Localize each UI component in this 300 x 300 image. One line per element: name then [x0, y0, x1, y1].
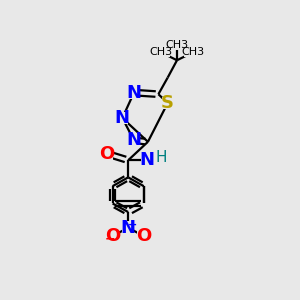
Text: −: − [105, 232, 116, 245]
Text: N: N [127, 84, 142, 102]
Text: N: N [139, 151, 154, 169]
Text: H: H [156, 150, 167, 165]
FancyBboxPatch shape [168, 40, 186, 50]
Text: CH3: CH3 [165, 40, 189, 50]
FancyBboxPatch shape [128, 134, 140, 147]
Text: N: N [115, 109, 130, 127]
FancyBboxPatch shape [116, 112, 128, 124]
Text: O: O [136, 227, 151, 245]
Text: +: + [128, 220, 137, 230]
Text: S: S [161, 94, 174, 112]
Text: O: O [105, 227, 121, 245]
Text: CH3: CH3 [182, 47, 205, 57]
FancyBboxPatch shape [122, 221, 134, 234]
FancyBboxPatch shape [101, 148, 113, 160]
FancyBboxPatch shape [162, 97, 173, 109]
FancyBboxPatch shape [156, 151, 167, 164]
FancyBboxPatch shape [128, 86, 140, 99]
FancyBboxPatch shape [107, 230, 119, 242]
FancyBboxPatch shape [184, 47, 202, 57]
Text: N: N [121, 219, 136, 237]
FancyBboxPatch shape [137, 230, 149, 242]
FancyBboxPatch shape [141, 154, 153, 167]
FancyBboxPatch shape [152, 47, 170, 57]
Text: CH3: CH3 [149, 47, 172, 57]
Text: O: O [100, 145, 115, 163]
Text: N: N [127, 131, 142, 149]
